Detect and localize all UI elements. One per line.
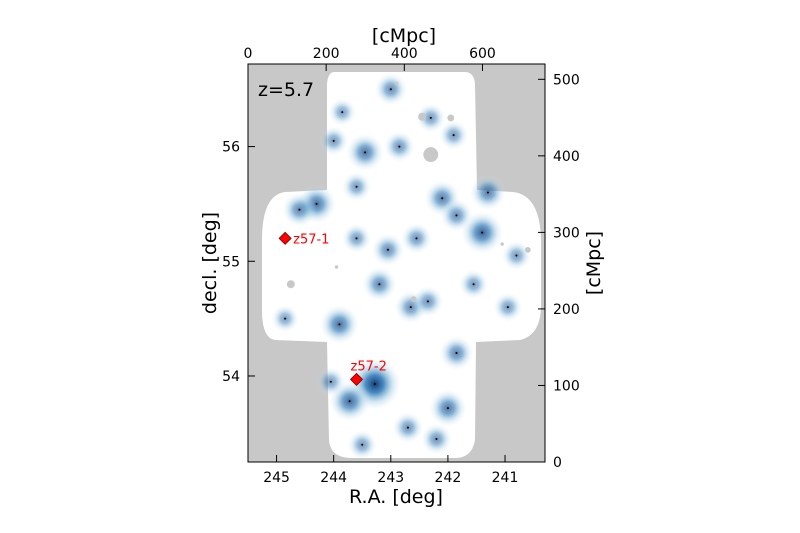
galaxy-point (348, 400, 351, 403)
x-tick-label: 245 (263, 470, 290, 486)
x2-axis-label: [cMpc] (372, 25, 436, 47)
galaxy-point (506, 306, 509, 309)
x-tick-label: 244 (320, 470, 347, 486)
galaxy-point (329, 380, 332, 383)
galaxy-point (378, 283, 381, 286)
galaxy-point (398, 145, 401, 148)
galaxy-point (455, 214, 458, 217)
axis-ticks: 245 244 243 242 241 54 55 56 0 200 400 600 0 100 200 30… (222, 46, 580, 486)
y-axis-label: decl. [deg] (199, 212, 221, 314)
y2-tick-label: 500 (553, 72, 580, 88)
masked-region (447, 114, 455, 122)
galaxy-point (284, 317, 287, 320)
galaxy-point (298, 208, 301, 211)
y-tick-label: 56 (222, 140, 240, 156)
galaxy-point (338, 323, 341, 326)
galaxy-point (486, 191, 489, 194)
y2-tick-label: 400 (553, 149, 580, 165)
x-tick-label: 242 (435, 470, 462, 486)
masked-region (485, 350, 491, 356)
masked-region (286, 280, 295, 289)
galaxy-point (446, 407, 449, 410)
masked-region (410, 296, 417, 302)
density-layer (271, 72, 532, 460)
galaxy-point (406, 426, 409, 429)
y-tick-label: 55 (222, 254, 240, 270)
galaxy-point (415, 237, 418, 240)
galaxy-point (386, 248, 389, 251)
galaxy-point (441, 197, 444, 200)
highlighted-sources: z57-1 z57-2 (278, 231, 387, 386)
x-axis-label: R.A. [deg] (349, 486, 443, 508)
x2-tick-label: 200 (313, 46, 340, 62)
galaxy-point (341, 111, 344, 114)
galaxy-point (472, 283, 475, 286)
galaxy-point (332, 139, 335, 142)
galaxy-point (315, 202, 318, 205)
galaxy-point (409, 306, 412, 309)
x-tick-label: 241 (492, 470, 519, 486)
galaxy-point (515, 254, 518, 257)
y2-axis-label: [cMpc] (583, 231, 605, 295)
galaxy-point (452, 134, 455, 137)
x-tick-label: 243 (377, 470, 404, 486)
source-label: z57-2 (351, 359, 387, 374)
source-label: z57-1 (293, 232, 329, 247)
masked-region (334, 265, 339, 269)
redshift-annotation: z=5.7 (258, 79, 314, 101)
x2-tick-label: 600 (469, 46, 496, 62)
y2-tick-label: 200 (553, 302, 580, 318)
y-tick-label: 54 (222, 369, 240, 385)
masked-regions (286, 81, 531, 356)
galaxy-point (455, 352, 458, 355)
galaxy-point (364, 151, 367, 154)
x2-tick-label: 0 (244, 46, 253, 62)
y2-tick-label: 0 (553, 455, 562, 471)
y2-tick-label: 300 (553, 225, 580, 241)
galaxy-point (355, 185, 358, 188)
galaxy-point (373, 383, 376, 386)
masked-region (525, 246, 531, 253)
masked-region (394, 81, 399, 86)
masked-region (418, 112, 427, 121)
galaxy-point (389, 88, 392, 91)
y2-tick-label: 100 (553, 378, 580, 394)
masked-region (423, 147, 439, 163)
galaxy-point (361, 443, 364, 446)
masked-region (500, 242, 504, 246)
galaxy-point (426, 300, 429, 303)
plot-frame (247, 63, 546, 463)
galaxy-point (481, 231, 484, 234)
galaxy-point (355, 237, 358, 240)
x2-tick-label: 400 (391, 46, 418, 62)
source-marker (349, 372, 364, 386)
source-marker (278, 231, 292, 245)
galaxy-point (429, 116, 432, 119)
galaxy-point (435, 438, 438, 441)
